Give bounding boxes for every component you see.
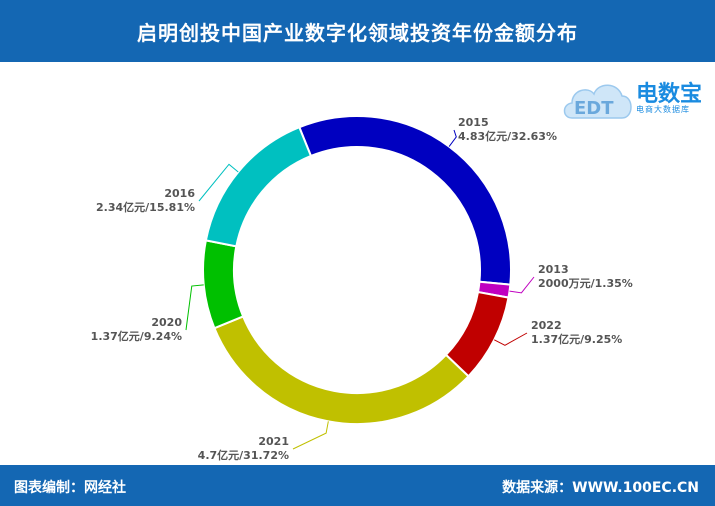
leader-line-2021 [292, 421, 329, 450]
leader-line-2022 [494, 332, 528, 346]
slice-label-2022: 2022 [531, 319, 562, 332]
footer-bar: 图表编制：网经社 数据来源：WWW.100EC.CN [0, 465, 715, 506]
slice-2016 [204, 125, 313, 248]
slice-2021 [213, 315, 470, 425]
slice-label-2020: 2020 [151, 316, 182, 329]
slice-value-2022: 1.37亿元/9.25% [531, 332, 622, 346]
footer-source: 数据来源：WWW.100EC.CN [502, 480, 699, 496]
slice-value-2020: 1.37亿元/9.24% [91, 329, 182, 343]
logo-text: 电数宝 [636, 82, 703, 107]
slice-2020 [202, 239, 245, 330]
chart-title: 启明创投中国产业数字化领域投资年份金额分布 [0, 0, 715, 62]
slice-value-2013: 2000万元/1.35% [538, 277, 633, 290]
leader-line-2020 [185, 284, 204, 331]
leader-line-2015 [448, 129, 457, 147]
cloud-logo-icon: EDT [563, 84, 632, 119]
slice-value-2015: 4.83亿元/32.63% [458, 129, 557, 143]
slice-label-2013: 2013 [538, 263, 569, 276]
donut-chart: 20154.83亿元/32.63%20132000万元/1.35%20221.3… [91, 115, 633, 462]
leader-line-2016 [198, 163, 239, 202]
slice-label-2015: 2015 [458, 116, 489, 129]
slice-label-2016: 2016 [164, 187, 195, 200]
footer-editor: 图表编制：网经社 [14, 480, 126, 496]
logo-subtext: 电商大数据库 [636, 105, 690, 114]
logo-mark: EDT [574, 98, 614, 119]
slice-label-2021: 2021 [258, 435, 289, 448]
leader-line-2013 [509, 276, 535, 294]
slice-value-2021: 4.7亿元/31.72% [198, 448, 289, 462]
slice-value-2016: 2.34亿元/15.81% [96, 200, 195, 214]
